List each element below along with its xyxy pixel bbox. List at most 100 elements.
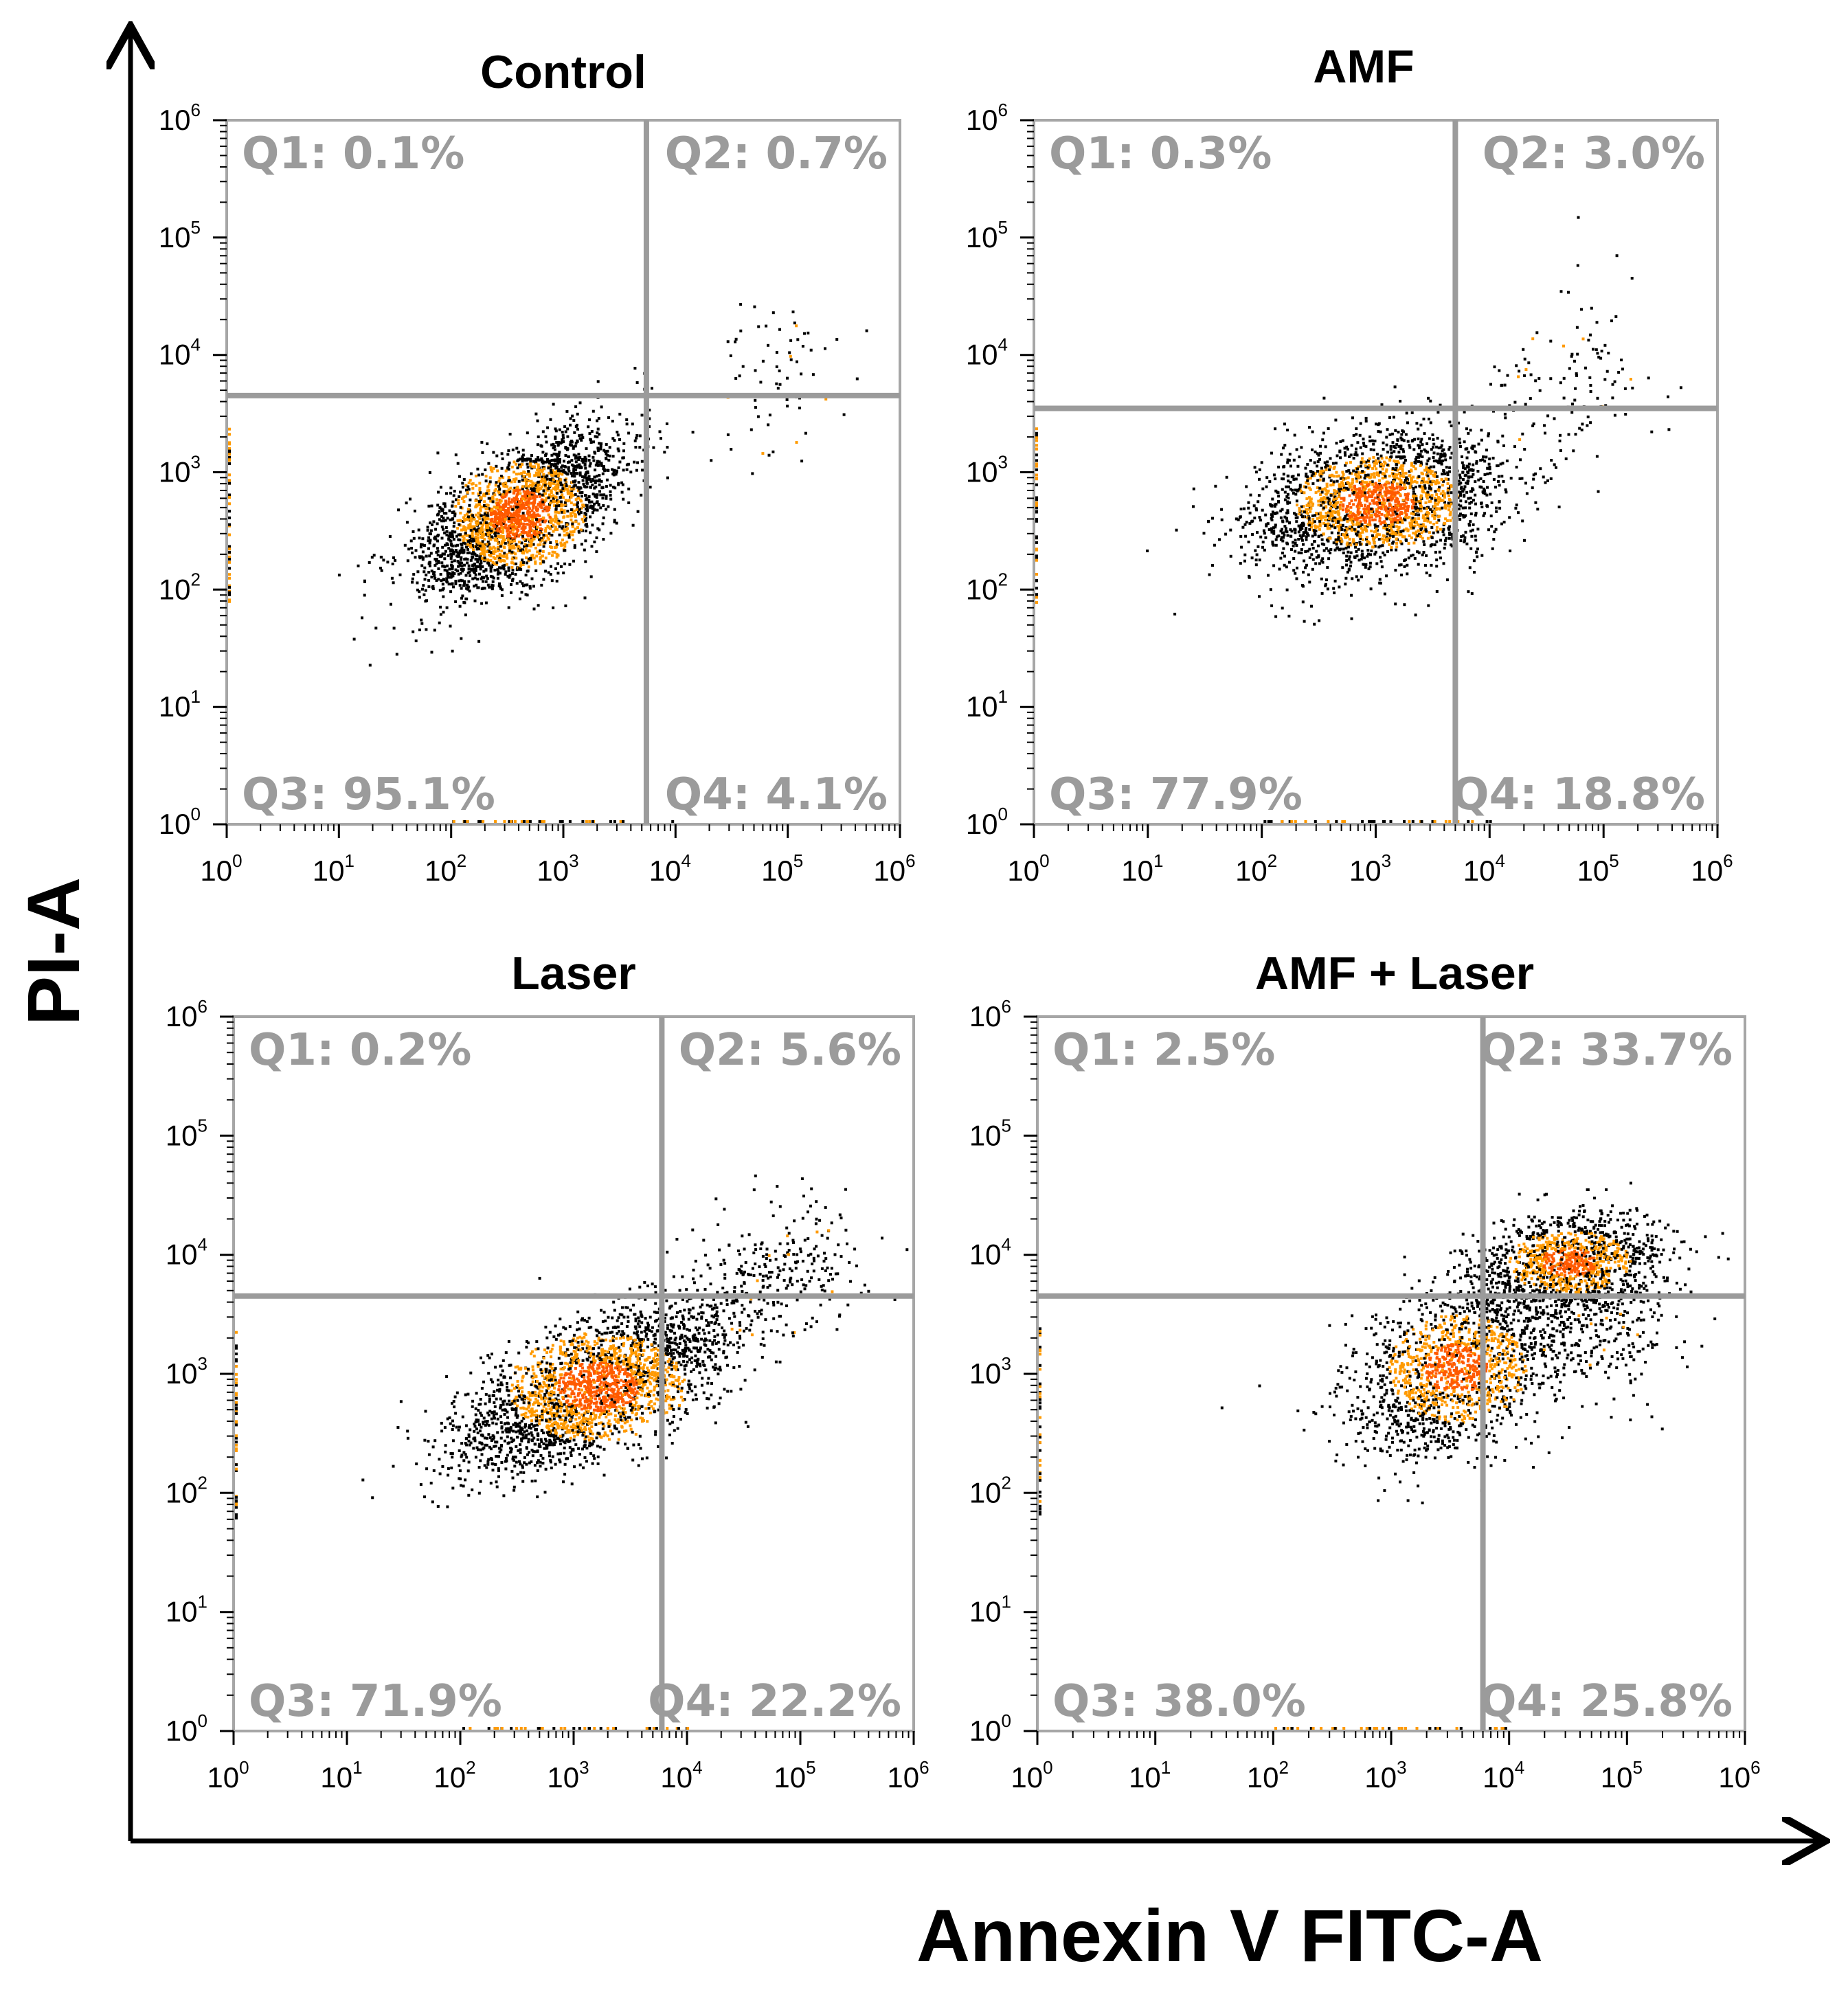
data-point [1368,541,1371,545]
data-point [596,508,599,512]
data-point [1319,451,1322,455]
data-point [1346,447,1349,451]
data-point [533,497,537,501]
data-point [1523,539,1526,542]
data-point [483,504,486,507]
data-point [567,536,571,539]
data-point [493,525,496,528]
data-point [1292,492,1295,495]
data-point [498,515,502,519]
data-point [1340,497,1343,500]
data-point [1399,530,1403,533]
data-point [1483,492,1487,495]
data-point [573,475,576,478]
scatter-points [1035,216,1682,823]
data-point [1475,462,1478,465]
data-point [572,503,576,506]
data-point [1411,505,1415,508]
data-point [1349,506,1353,509]
data-point [554,436,557,439]
data-point [228,473,231,477]
data-point [449,552,453,556]
data-point [1342,473,1345,476]
data-point [1361,452,1364,455]
data-point [1440,478,1443,482]
data-point [1374,550,1377,554]
data-point [572,446,575,450]
data-point [607,468,610,472]
data-point [1396,439,1399,442]
data-point [562,516,565,519]
data-point [545,452,548,455]
data-point [1295,448,1298,451]
data-point [1344,583,1347,586]
data-point [1382,526,1386,530]
data-point [1409,482,1412,486]
data-point [589,504,593,508]
data-point [568,460,571,464]
data-point [228,584,231,587]
data-point [491,561,495,564]
data-point [475,529,479,532]
data-point [1418,532,1421,536]
data-point [480,577,483,580]
data-point [504,573,507,576]
data-point [556,460,560,464]
data-point [494,536,497,539]
data-point [1382,464,1385,468]
data-point [560,502,563,506]
data-point [1502,444,1505,447]
data-point [471,539,474,543]
data-point [431,587,435,591]
data-point [228,453,231,456]
data-point [1286,534,1289,537]
data-point [1338,507,1342,510]
data-point [513,536,517,539]
data-point [570,491,573,495]
data-point [522,531,526,534]
x-axis-title: Annexin V FITC-A [916,1894,1543,1977]
data-point [771,450,775,453]
data-point [1430,563,1433,567]
data-point [528,494,531,497]
data-point [521,453,525,457]
data-point [1388,475,1391,478]
data-point [1450,424,1453,427]
data-point [1289,534,1293,538]
data-point [1508,404,1511,407]
data-point [1432,460,1436,463]
data-point [1338,585,1341,589]
data-point [1348,455,1351,458]
data-point [445,606,449,609]
data-point [1477,478,1480,482]
data-point [1377,457,1380,460]
data-point [1322,477,1325,481]
data-point [510,517,513,521]
data-point [1296,488,1300,492]
data-point [1412,448,1416,451]
data-point [527,479,530,483]
data-point [508,500,511,504]
data-point [1399,507,1402,510]
data-point [556,528,559,531]
data-point [578,456,582,459]
data-point [500,540,504,543]
data-point [541,462,545,465]
data-point [526,512,530,516]
data-point [1458,438,1461,441]
data-point [543,541,547,545]
data-point [1338,517,1342,521]
data-point [1332,480,1336,484]
x-tick-label: 103 [537,850,578,887]
data-point [1294,488,1297,492]
data-point [612,473,616,477]
data-point [635,468,638,472]
data-point [558,451,561,454]
data-point [1446,482,1450,486]
data-point [1441,439,1444,442]
data-point [537,463,540,466]
data-point [508,490,512,493]
data-point [528,528,532,532]
data-point [576,427,579,431]
data-point [482,550,486,553]
